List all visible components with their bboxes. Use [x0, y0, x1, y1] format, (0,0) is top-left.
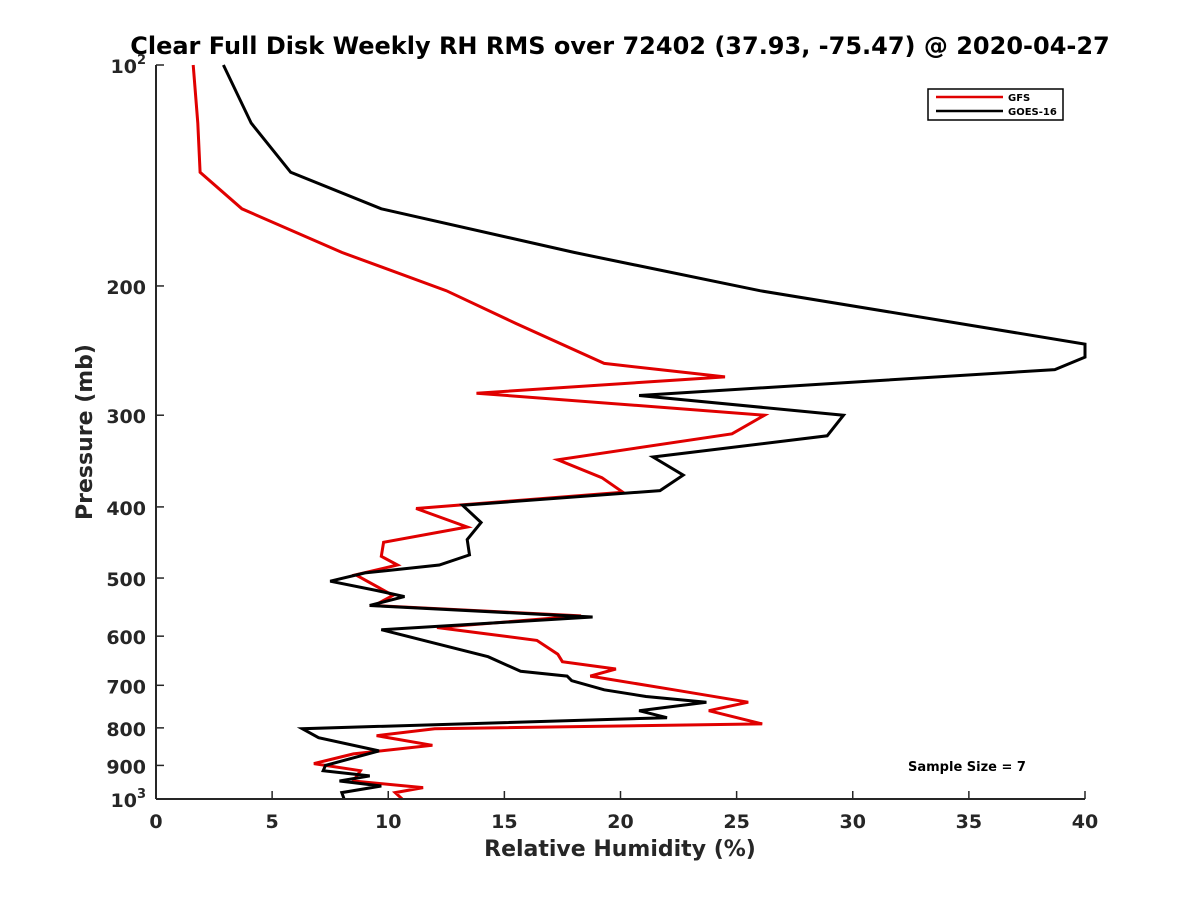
plot-area [156, 65, 1085, 799]
y-tick-label: 103 [111, 787, 147, 812]
series-line-goes16 [222, 64, 1087, 800]
sample-size-annotation: Sample Size = 7 [908, 760, 1026, 775]
y-tick-label: 600 [106, 627, 146, 649]
x-tick-label: 25 [723, 811, 749, 833]
y-tick-label: 300 [106, 406, 146, 428]
chart-title: Clear Full Disk Weekly RH RMS over 72402… [130, 32, 1110, 60]
y-tick-label: 200 [106, 277, 146, 299]
x-axis-label: Relative Humidity (%) [484, 837, 756, 862]
x-ticks: 0 5 10 15 20 25 30 35 40 [149, 791, 1098, 833]
legend-label-gfs: GFS [1008, 93, 1030, 104]
y-tick-label: 700 [106, 676, 146, 698]
y-tick-label: 400 [106, 498, 146, 520]
y-ticks: 102 200 300 400 500 600 700 800 900 103 [106, 53, 164, 812]
series-layer [191, 64, 1087, 801]
y-tick-label: 500 [106, 569, 146, 591]
x-tick-label: 35 [956, 811, 982, 833]
legend: GFS GOES-16 [927, 88, 1064, 121]
legend-label-goes16: GOES-16 [1008, 107, 1057, 118]
x-tick-label: 15 [491, 811, 517, 833]
x-tick-label: 40 [1072, 811, 1098, 833]
y-tick-label: 900 [106, 756, 146, 778]
x-tick-label: 20 [607, 811, 633, 833]
x-tick-label: 30 [840, 811, 866, 833]
x-tick-label: 0 [149, 811, 162, 833]
legend-box [927, 88, 1064, 121]
y-axis-label: Pressure (mb) [73, 344, 98, 520]
x-tick-label: 10 [375, 811, 401, 833]
y-tick-label: 800 [106, 719, 146, 741]
x-tick-label: 5 [266, 811, 279, 833]
y-tick-label: 102 [111, 53, 147, 78]
